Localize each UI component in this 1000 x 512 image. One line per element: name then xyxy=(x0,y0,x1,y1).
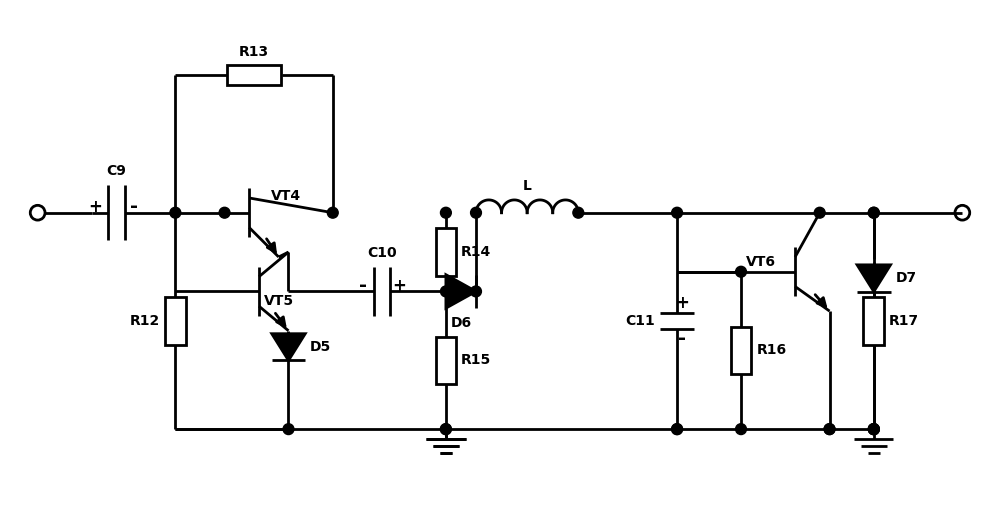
Text: R17: R17 xyxy=(889,314,919,328)
Circle shape xyxy=(440,207,451,218)
Bar xyxy=(731,327,751,374)
Circle shape xyxy=(814,207,825,218)
Circle shape xyxy=(170,207,181,218)
Circle shape xyxy=(573,207,584,218)
Text: D7: D7 xyxy=(895,271,917,285)
Bar xyxy=(436,228,456,275)
Text: C10: C10 xyxy=(367,246,397,260)
Circle shape xyxy=(868,207,879,218)
Text: +: + xyxy=(392,276,406,294)
Polygon shape xyxy=(272,334,305,360)
Text: R16: R16 xyxy=(756,344,786,357)
Text: D5: D5 xyxy=(310,340,331,354)
Bar xyxy=(863,297,884,345)
Text: VT4: VT4 xyxy=(271,189,301,203)
Text: -: - xyxy=(678,329,686,348)
Text: -: - xyxy=(359,276,367,295)
Text: D6: D6 xyxy=(450,316,472,330)
Circle shape xyxy=(327,207,338,218)
Text: -: - xyxy=(130,197,138,216)
Bar xyxy=(227,65,281,85)
Circle shape xyxy=(672,207,682,218)
Circle shape xyxy=(736,266,746,277)
Circle shape xyxy=(440,424,451,435)
Circle shape xyxy=(736,424,746,435)
Circle shape xyxy=(868,424,879,435)
Polygon shape xyxy=(857,265,891,292)
Circle shape xyxy=(471,207,481,218)
Bar xyxy=(436,337,456,384)
Circle shape xyxy=(868,207,879,218)
Circle shape xyxy=(672,424,682,435)
Text: VT5: VT5 xyxy=(264,294,294,308)
Text: R13: R13 xyxy=(239,45,269,59)
Bar xyxy=(165,297,186,345)
Text: C9: C9 xyxy=(106,164,126,178)
Text: C11: C11 xyxy=(625,314,655,328)
Circle shape xyxy=(824,424,835,435)
Circle shape xyxy=(440,424,451,435)
Circle shape xyxy=(219,207,230,218)
Circle shape xyxy=(440,286,451,297)
Circle shape xyxy=(283,424,294,435)
Text: R14: R14 xyxy=(461,245,491,259)
Text: +: + xyxy=(675,294,689,312)
Text: L: L xyxy=(523,179,532,193)
Circle shape xyxy=(868,424,879,435)
Circle shape xyxy=(824,424,835,435)
Circle shape xyxy=(868,424,879,435)
Text: VT6: VT6 xyxy=(745,255,775,269)
Circle shape xyxy=(471,286,481,297)
Text: +: + xyxy=(88,198,102,216)
Text: R15: R15 xyxy=(461,353,491,367)
Polygon shape xyxy=(446,275,476,308)
Circle shape xyxy=(868,424,879,435)
Text: R12: R12 xyxy=(130,314,160,328)
Circle shape xyxy=(672,424,682,435)
